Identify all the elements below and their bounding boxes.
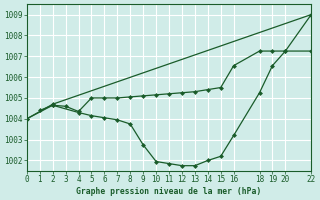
X-axis label: Graphe pression niveau de la mer (hPa): Graphe pression niveau de la mer (hPa) bbox=[76, 187, 262, 196]
